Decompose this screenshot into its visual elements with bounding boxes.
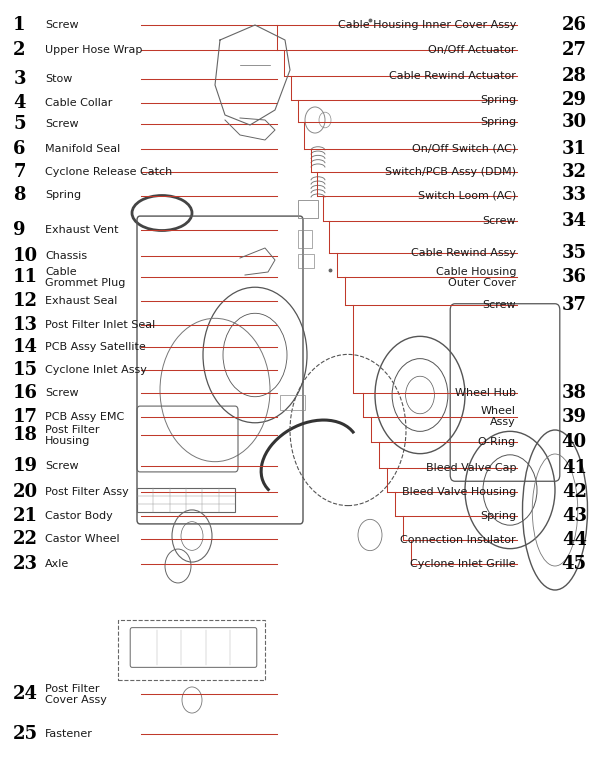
Text: 43: 43 — [562, 507, 587, 525]
Text: 3: 3 — [13, 70, 26, 88]
Text: 13: 13 — [13, 316, 38, 335]
Text: O-Ring: O-Ring — [478, 437, 516, 447]
Text: Cable Housing Inner Cover Assy: Cable Housing Inner Cover Assy — [338, 20, 516, 30]
Text: Exhaust Vent: Exhaust Vent — [45, 225, 119, 235]
Text: PCB Assy EMC: PCB Assy EMC — [45, 412, 124, 421]
Text: 35: 35 — [562, 244, 587, 263]
Text: Cyclone Inlet Grille: Cyclone Inlet Grille — [410, 559, 516, 569]
Text: 33: 33 — [562, 186, 587, 205]
Text: Cable Collar: Cable Collar — [45, 99, 112, 108]
Text: Screw: Screw — [45, 120, 79, 129]
Text: Post Filter Assy: Post Filter Assy — [45, 487, 129, 497]
Text: Switch Loom (AC): Switch Loom (AC) — [418, 191, 516, 200]
Text: 27: 27 — [562, 41, 587, 59]
Text: Bleed Valve Cap: Bleed Valve Cap — [425, 464, 516, 473]
Text: 21: 21 — [13, 507, 38, 525]
Text: 8: 8 — [13, 186, 26, 205]
Text: Screw: Screw — [482, 300, 516, 310]
Text: 14: 14 — [13, 338, 38, 356]
Text: 42: 42 — [562, 482, 587, 501]
Text: 34: 34 — [562, 211, 587, 230]
Text: Castor Wheel: Castor Wheel — [45, 534, 119, 543]
Text: 7: 7 — [13, 163, 26, 181]
Text: 36: 36 — [562, 268, 587, 286]
Text: Cyclone Inlet Assy: Cyclone Inlet Assy — [45, 365, 147, 375]
Text: Cable Rewind Assy: Cable Rewind Assy — [411, 249, 516, 258]
Text: 4: 4 — [13, 94, 26, 113]
Text: Spring: Spring — [480, 511, 516, 521]
Text: Fastener: Fastener — [45, 729, 93, 739]
Text: 39: 39 — [562, 407, 587, 426]
Text: Screw: Screw — [482, 216, 516, 225]
Text: Chassis: Chassis — [45, 251, 87, 260]
Text: Cyclone Release Catch: Cyclone Release Catch — [45, 167, 172, 178]
Bar — [298, 254, 314, 268]
Text: Spring: Spring — [480, 117, 516, 127]
Text: Connection Insulator: Connection Insulator — [400, 536, 516, 545]
Text: 23: 23 — [13, 554, 38, 573]
Text: 9: 9 — [13, 221, 26, 239]
Bar — [137, 488, 235, 512]
Text: 30: 30 — [562, 113, 587, 131]
Text: 45: 45 — [562, 554, 587, 573]
Text: Bleed Valve Housing: Bleed Valve Housing — [402, 487, 516, 497]
Text: On/Off Actuator: On/Off Actuator — [428, 45, 516, 56]
Text: Switch/PCB Assy (DDM): Switch/PCB Assy (DDM) — [385, 167, 516, 178]
Text: 25: 25 — [13, 725, 38, 743]
Text: 2: 2 — [13, 41, 26, 59]
Text: Wheel
Assy: Wheel Assy — [481, 406, 516, 428]
Text: Manifold Seal: Manifold Seal — [45, 144, 120, 154]
Text: 31: 31 — [562, 140, 587, 158]
Text: Upper Hose Wrap: Upper Hose Wrap — [45, 45, 142, 56]
Text: 12: 12 — [13, 292, 38, 310]
Text: PCB Assy Satellite: PCB Assy Satellite — [45, 342, 146, 352]
Text: 22: 22 — [13, 529, 38, 548]
Text: 44: 44 — [562, 531, 587, 550]
Text: Post Filter Inlet Seal: Post Filter Inlet Seal — [45, 321, 155, 330]
Text: 24: 24 — [13, 685, 38, 704]
Text: Exhaust Seal: Exhaust Seal — [45, 296, 118, 306]
Bar — [280, 395, 305, 410]
Text: 11: 11 — [13, 268, 38, 286]
Text: Axle: Axle — [45, 559, 69, 569]
Bar — [298, 200, 318, 218]
Text: Cable Housing
Outer Cover: Cable Housing Outer Cover — [436, 267, 516, 288]
Text: Cable
Grommet Plug: Cable Grommet Plug — [45, 267, 125, 288]
Text: Post Filter
Cover Assy: Post Filter Cover Assy — [45, 683, 107, 705]
Text: 41: 41 — [562, 459, 587, 478]
Text: Stow: Stow — [45, 74, 73, 84]
Text: 29: 29 — [562, 91, 587, 109]
Text: 37: 37 — [562, 296, 587, 314]
Text: Screw: Screw — [45, 461, 79, 472]
Text: Screw: Screw — [45, 388, 79, 397]
Text: Castor Body: Castor Body — [45, 511, 113, 521]
Text: 18: 18 — [13, 426, 38, 444]
Text: 28: 28 — [562, 67, 587, 85]
Bar — [118, 620, 265, 680]
Bar — [298, 230, 312, 248]
Text: 5: 5 — [13, 115, 26, 134]
Text: Post Filter
Housing: Post Filter Housing — [45, 425, 100, 446]
Text: Cable Rewind Actuator: Cable Rewind Actuator — [389, 71, 516, 81]
Text: Screw: Screw — [45, 20, 79, 30]
Text: Spring: Spring — [480, 95, 516, 105]
Text: 10: 10 — [13, 246, 38, 265]
Text: 20: 20 — [13, 482, 38, 501]
Text: Wheel Hub: Wheel Hub — [455, 388, 516, 397]
Text: 15: 15 — [13, 361, 38, 379]
Text: On/Off Switch (AC): On/Off Switch (AC) — [412, 144, 516, 154]
Text: 16: 16 — [13, 383, 38, 402]
Text: 40: 40 — [562, 433, 587, 451]
Text: 17: 17 — [13, 407, 38, 426]
Text: 32: 32 — [562, 163, 587, 181]
Text: 38: 38 — [562, 383, 587, 402]
Text: Spring: Spring — [45, 191, 81, 200]
Text: 1: 1 — [13, 16, 26, 34]
Text: 19: 19 — [13, 457, 38, 475]
Text: 6: 6 — [13, 140, 26, 158]
Text: 26: 26 — [562, 16, 587, 34]
